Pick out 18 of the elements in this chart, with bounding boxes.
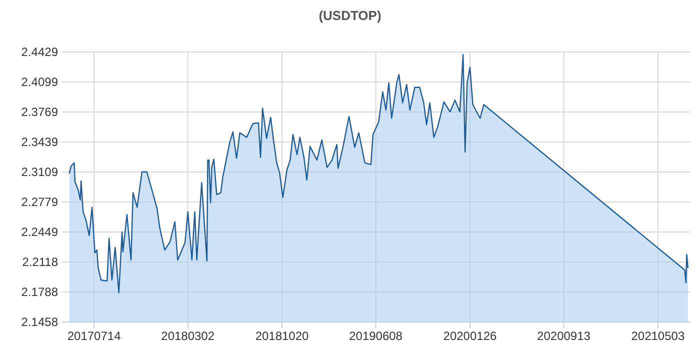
- chart-title: (USDTOP): [318, 8, 382, 23]
- y-tick-label: 2.3439: [21, 135, 58, 150]
- x-tick-label: 20170714: [67, 329, 122, 343]
- x-tick-label: 20190608: [349, 329, 403, 343]
- y-tick-label: 2.1788: [21, 285, 58, 300]
- y-tick-label: 2.2118: [22, 255, 58, 270]
- y-tick-label: 2.2779: [21, 195, 58, 210]
- x-tick-label: 20200126: [443, 329, 497, 343]
- y-tick-label: 2.1458: [21, 315, 58, 330]
- y-tick-label: 2.4429: [21, 45, 58, 60]
- y-tick-label: 2.3109: [21, 165, 58, 180]
- y-tick-label: 2.4099: [21, 75, 58, 90]
- x-tick-label: 20210503: [631, 329, 685, 343]
- x-tick-label: 20181020: [255, 329, 310, 343]
- x-tick-label: 20200913: [537, 329, 591, 343]
- y-tick-label: 2.3769: [21, 105, 58, 120]
- y-tick-label: 2.2449: [21, 225, 58, 240]
- x-tick-label: 20180302: [161, 329, 215, 343]
